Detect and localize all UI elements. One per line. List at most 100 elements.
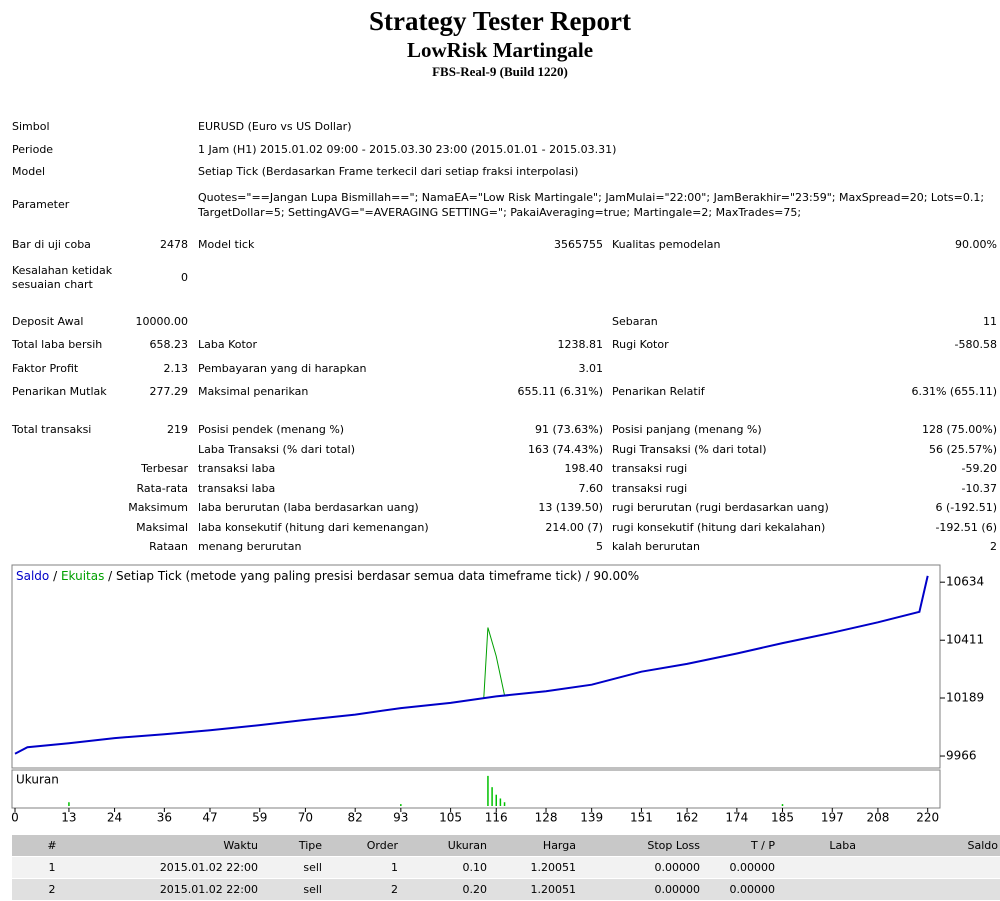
column-header: Ukuran bbox=[447, 839, 487, 852]
stat-label: rugi berurutan (rugi berdasarkan uang) bbox=[612, 501, 829, 514]
column-header: Harga bbox=[542, 839, 576, 852]
table-row bbox=[12, 857, 1000, 878]
stat-label: Sebaran bbox=[612, 315, 658, 328]
table-cell: 0.00000 bbox=[654, 861, 701, 874]
stat-value: 2 bbox=[990, 540, 997, 553]
table-cell: sell bbox=[303, 861, 322, 874]
stat-value: 3.01 bbox=[578, 362, 604, 375]
table-cell: 2 bbox=[391, 883, 398, 896]
x-tick-label: 162 bbox=[676, 811, 699, 825]
info-value: Quotes="==Jangan Lupa Bismillah=="; Nama… bbox=[198, 191, 985, 219]
stat-label: laba konsekutif (hitung dari kemenangan) bbox=[198, 520, 429, 534]
table-header bbox=[12, 835, 1000, 856]
x-tick-label: 59 bbox=[252, 811, 267, 825]
x-tick-label: 13 bbox=[61, 811, 76, 825]
stat-label: transaksi rugi bbox=[612, 481, 688, 495]
stat-label: transaksi laba bbox=[198, 462, 276, 475]
stat-value: 655.11 (6.31%) bbox=[517, 385, 603, 398]
stat-value: -580.58 bbox=[954, 338, 997, 351]
stat-value: 1238.81 bbox=[557, 338, 604, 351]
legend-entry: Ekuitas bbox=[61, 569, 104, 583]
x-tick-label: 197 bbox=[821, 811, 844, 825]
x-tick-label: 36 bbox=[157, 811, 172, 825]
x-tick-label: 105 bbox=[439, 811, 462, 825]
x-tick-label: 70 bbox=[298, 811, 313, 825]
column-header: Laba bbox=[829, 839, 856, 852]
stat-label: Laba Kotor bbox=[198, 338, 258, 351]
stat-value: 7.60 bbox=[578, 481, 604, 495]
table-cell: sell bbox=[303, 883, 322, 896]
stat-value: 2478 bbox=[160, 238, 188, 251]
x-tick-label: 139 bbox=[580, 811, 603, 825]
legend-entry: Saldo bbox=[16, 569, 49, 583]
x-tick-label: 220 bbox=[916, 811, 939, 825]
stat-label: rugi konsekutif (hitung dari kekalahan) bbox=[612, 520, 826, 534]
y-tick-label: 10411 bbox=[946, 633, 984, 647]
stat-value: 214.00 (7) bbox=[545, 520, 603, 534]
table-row bbox=[12, 879, 1000, 900]
plot-frame bbox=[11, 564, 941, 769]
stat-label: Rugi Transaksi (% dari total) bbox=[612, 442, 767, 456]
stat-label: kalah berurutan bbox=[612, 540, 700, 553]
x-tick-label: 128 bbox=[535, 811, 558, 825]
table-cell: 1.20051 bbox=[530, 883, 577, 896]
table-cell: 1 bbox=[48, 861, 56, 874]
stat-label: Penarikan Mutlak bbox=[12, 385, 107, 398]
x-tick-label: 24 bbox=[107, 811, 122, 825]
x-tick-label: 93 bbox=[393, 811, 408, 825]
stat-value: 3565755 bbox=[554, 238, 603, 251]
stat-label: transaksi rugi bbox=[612, 462, 688, 475]
stat-label: Kesalahan ketidak sesuaian chart bbox=[12, 264, 113, 291]
stat-label: Posisi pendek (menang %) bbox=[198, 423, 345, 436]
stat-value: 163 (74.43%) bbox=[527, 442, 603, 456]
stat-value: Rata-rata bbox=[136, 481, 188, 495]
stat-value: 128 (75.00%) bbox=[921, 423, 997, 436]
x-tick-label: 208 bbox=[866, 811, 889, 825]
table-cell: 2015.01.02 22:00 bbox=[159, 883, 258, 896]
stat-label: Deposit Awal bbox=[12, 315, 84, 328]
table-cell: 2015.01.02 22:00 bbox=[159, 861, 258, 874]
stat-value: -59.20 bbox=[961, 462, 997, 475]
stat-value: 56 (25.57%) bbox=[928, 442, 997, 456]
column-header: Saldo bbox=[967, 839, 999, 852]
stat-value: Terbesar bbox=[141, 462, 188, 475]
volume-label: Ukuran bbox=[16, 773, 59, 787]
stat-label: Maksimal penarikan bbox=[198, 385, 309, 398]
column-header: T / P bbox=[750, 839, 775, 852]
info-value: EURUSD (Euro vs US Dollar) bbox=[198, 120, 352, 133]
y-tick-label: 10634 bbox=[946, 575, 984, 589]
info-label: Periode bbox=[12, 143, 54, 156]
stat-label: laba berurutan (laba berdasarkan uang) bbox=[198, 501, 419, 514]
column-header: Order bbox=[366, 839, 398, 852]
y-tick-label: 10189 bbox=[946, 690, 984, 704]
table-cell: 0.00000 bbox=[729, 883, 776, 896]
info-label: Model bbox=[12, 165, 46, 178]
x-tick-label: 116 bbox=[485, 811, 508, 825]
info-value: 1 Jam (H1) 2015.01.02 09:00 - 2015.03.30… bbox=[198, 143, 617, 156]
stat-value: 2.13 bbox=[163, 362, 189, 375]
column-header: # bbox=[47, 839, 57, 852]
x-tick-label: 0 bbox=[11, 811, 19, 825]
x-tick-label: 174 bbox=[725, 811, 748, 825]
stat-value: 277.29 bbox=[149, 385, 189, 398]
stat-label: Posisi panjang (menang %) bbox=[612, 423, 762, 436]
stat-value: 219 bbox=[167, 423, 188, 436]
report-title: Strategy Tester Report bbox=[369, 6, 631, 36]
stat-value: Maksimal bbox=[136, 520, 188, 534]
server-name: FBS-Real-9 (Build 1220) bbox=[432, 64, 568, 79]
stat-label: Model tick bbox=[198, 238, 255, 251]
table-cell: 0.00000 bbox=[729, 861, 776, 874]
table-cell: 0.00000 bbox=[654, 883, 701, 896]
stat-label: Pembayaran yang di harapkan bbox=[198, 362, 367, 375]
stat-value: Rataan bbox=[149, 540, 188, 553]
column-header: Tipe bbox=[298, 839, 322, 852]
stat-value: 11 bbox=[983, 315, 997, 328]
stat-label: Total transaksi bbox=[12, 423, 92, 436]
table-cell: 0.20 bbox=[462, 883, 488, 896]
legend: Saldo / Ekuitas / Setiap Tick (metode ya… bbox=[16, 569, 639, 583]
stat-label: Rugi Kotor bbox=[612, 338, 669, 351]
x-tick-label: 82 bbox=[348, 811, 363, 825]
stat-label: menang berurutan bbox=[198, 540, 302, 553]
table-cell: 0.10 bbox=[462, 861, 488, 874]
legend-entry: / bbox=[49, 569, 61, 583]
